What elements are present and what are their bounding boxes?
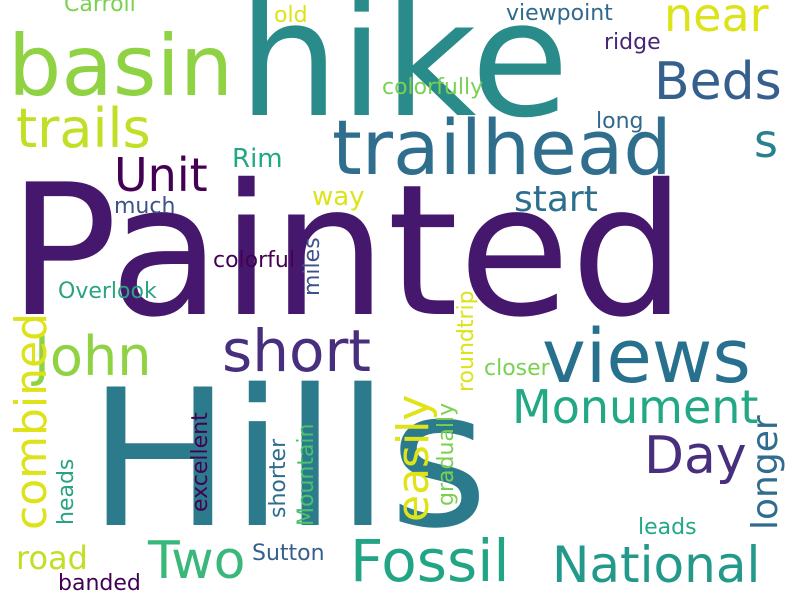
word-miles: road xyxy=(16,539,88,577)
word-ridge: miles xyxy=(300,237,325,296)
word-excellent: much xyxy=(114,194,176,219)
word-easily: easily xyxy=(388,394,439,522)
word-hike: hike xyxy=(238,0,570,153)
word-old: closer xyxy=(484,356,550,381)
word-john: John xyxy=(34,325,152,388)
word-s: s xyxy=(754,114,778,168)
word-heads: Rim xyxy=(232,144,283,174)
word-combined: start xyxy=(514,179,598,220)
word-way: Carroll xyxy=(64,0,136,17)
word-closer: gradually xyxy=(434,402,459,506)
word-overlook: Mountain xyxy=(294,423,319,527)
word-mountain: ridge xyxy=(604,30,661,55)
word-trails: trails xyxy=(16,97,151,160)
word-sutton: Sutton xyxy=(252,541,325,566)
word-hills: Hills xyxy=(88,349,489,570)
word-viewpoint: roundtrip xyxy=(454,290,479,392)
word-gradually: viewpoint xyxy=(506,1,613,26)
word-longer: longer xyxy=(745,415,786,530)
word-day: Day xyxy=(644,426,747,486)
word-banded: banded xyxy=(58,571,141,596)
word-leads: leads xyxy=(638,515,697,540)
word-painted: Painted xyxy=(8,145,686,357)
word-two: Two xyxy=(148,531,246,591)
word-trailhead: trailhead xyxy=(332,103,672,192)
word-views: views xyxy=(542,314,751,400)
word-road: old xyxy=(274,3,308,28)
word-colorful: shorter xyxy=(266,438,291,518)
word-national: National xyxy=(552,536,761,594)
word-fossil: Fossil xyxy=(350,527,510,595)
word-unit: Unit xyxy=(114,148,208,202)
word-colorfully: excellent xyxy=(188,412,213,512)
word-rim: colorfully xyxy=(382,75,484,100)
word-basin: basin xyxy=(8,17,234,115)
word-long: Overlook xyxy=(58,279,157,304)
word-roundtrip: way xyxy=(312,182,365,212)
word-shorter: long xyxy=(596,109,644,134)
word-much: colorful xyxy=(213,248,295,273)
word-start: combined xyxy=(6,312,57,530)
word-beds: Beds xyxy=(654,52,782,112)
word-near: near xyxy=(664,0,769,42)
word-monument: Monument xyxy=(512,380,759,434)
word-short: short xyxy=(222,317,372,385)
word-carroll: heads xyxy=(54,458,79,525)
